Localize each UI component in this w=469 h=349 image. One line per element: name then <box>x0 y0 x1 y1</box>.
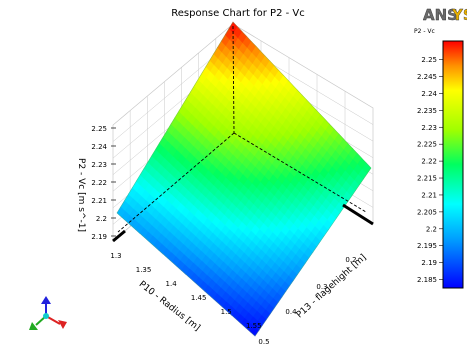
colorbar-tick-label: 2.185 <box>417 276 437 284</box>
x-tick-label: 1.4 <box>166 280 178 288</box>
colorbar-tick-label: 2.21 <box>421 191 437 199</box>
x-tick-label: 1.55 <box>246 322 262 330</box>
colorbar <box>442 40 464 289</box>
z-axis-label: P2 - Vc [m s^-1] <box>76 158 86 232</box>
y-axis-ticks: 0.2 0.3 0.4 0.5 <box>258 256 356 346</box>
svg-text:ANS: ANS <box>423 6 458 23</box>
colorbar-ticks: 2.25 2.245 2.24 2.235 2.23 2.225 2.22 2.215 2.21… <box>417 56 443 284</box>
z-tick-label: 2.21 <box>91 197 107 205</box>
colorbar-tick-label: 2.24 <box>421 90 437 98</box>
colorbar-tick-label: 2.2 <box>426 225 437 233</box>
y-tick-label: 0.4 <box>285 308 297 316</box>
floor-edge-right <box>342 203 374 226</box>
x-axis-ticks: 1.3 1.35 1.4 1.45 1.5 1.55 <box>110 252 261 330</box>
svg-text:YS: YS <box>451 6 467 23</box>
x-tick-label: 1.45 <box>191 294 207 302</box>
x-tick-label: 1.5 <box>221 308 232 316</box>
chart-title: Response Chart for P2 - Vc <box>171 8 305 19</box>
colorbar-tick-label: 2.19 <box>421 259 437 267</box>
response-surface <box>116 21 372 337</box>
colorbar-tick-label: 2.23 <box>421 124 437 132</box>
colorbar-tick-label: 2.195 <box>417 242 437 250</box>
z-tick-label: 2.24 <box>91 143 107 151</box>
y-tick-label: 0.3 <box>316 283 327 291</box>
hidden-edges <box>117 25 367 233</box>
colorbar-tick-label: 2.205 <box>417 208 437 216</box>
colorbar-tick-label: 2.25 <box>421 56 437 64</box>
colorbar-title: P2 - Vc <box>414 28 435 35</box>
y-tick-label: 0.5 <box>258 338 269 346</box>
orientation-triad <box>29 296 67 330</box>
colorbar-tick-label: 2.225 <box>417 141 437 149</box>
x-tick-label: 1.35 <box>136 266 152 274</box>
z-axis-ticks: 2.19 2.2 2.21 2.22 2.23 2.24 2.25 <box>91 125 116 241</box>
x-tick-label: 1.3 <box>110 252 121 260</box>
colorbar-tick-label: 2.245 <box>417 73 437 81</box>
colorbar-tick-label: 2.22 <box>421 158 437 166</box>
z-tick-label: 2.23 <box>91 161 107 169</box>
y-tick-label: 0.2 <box>345 256 356 264</box>
z-tick-label: 2.22 <box>91 179 107 187</box>
ansys-logo: ANS YS <box>423 6 467 23</box>
colorbar-tick-label: 2.235 <box>417 107 437 115</box>
z-tick-label: 2.2 <box>96 215 107 223</box>
floor-edge-left <box>112 229 126 243</box>
surface-outline <box>116 21 372 337</box>
colorbar-tick-label: 2.215 <box>417 175 437 183</box>
z-tick-label: 2.25 <box>91 125 107 133</box>
z-tick-label: 2.19 <box>91 233 107 241</box>
